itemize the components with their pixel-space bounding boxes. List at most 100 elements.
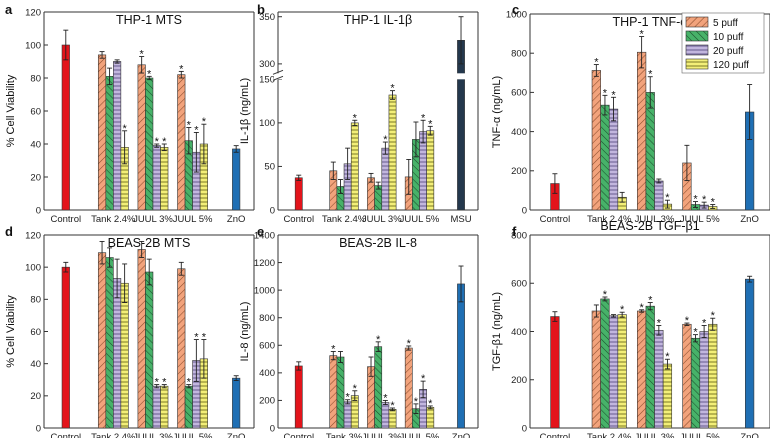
y-tick-label: 100: [25, 40, 41, 51]
significance-star: *: [162, 136, 167, 148]
legend-swatch-p5: [685, 16, 709, 28]
panel-letter: f: [512, 224, 517, 239]
y-tick-label: 80: [30, 73, 41, 84]
bar-p20: [381, 402, 390, 429]
y-tick-label: 60: [30, 327, 41, 338]
bar-p20: [654, 329, 664, 429]
x-tick-label: ZnO: [740, 432, 758, 438]
significance-star: *: [414, 396, 419, 408]
y-axis-label: TNF-α (ng/mL): [491, 76, 503, 148]
y-tick-label: 20: [30, 172, 41, 183]
bar-zno: [745, 278, 755, 429]
y-axis-label: IL-1β (ng/mL): [239, 78, 251, 144]
y-tick-label: 50: [264, 162, 275, 173]
x-tick-label: JUUL 3%: [362, 214, 402, 225]
x-tick-label: JUUL 5%: [400, 214, 440, 225]
bar-control: [550, 316, 560, 429]
significance-star: *: [390, 400, 395, 412]
x-tick-label: Tank 3%: [326, 432, 363, 438]
bar-control: [61, 44, 70, 211]
y-tick-label: 150: [259, 75, 275, 86]
bar-p120: [160, 147, 169, 211]
y-tick-label: 0: [522, 205, 527, 216]
bar-p10: [184, 385, 193, 429]
legend-label: 10 puff: [713, 32, 744, 43]
x-tick-label: JUUL 3%: [635, 214, 675, 225]
x-tick-label: Control: [540, 214, 571, 225]
bar-p10: [645, 305, 655, 429]
bar-p10: [600, 104, 610, 211]
chart-title: BEAS-2B MTS: [108, 236, 191, 250]
y-tick-label: 350: [259, 12, 275, 23]
bar-p10: [336, 356, 345, 429]
x-tick-label: Control: [50, 432, 81, 438]
significance-star: *: [353, 112, 358, 124]
y-tick-label: 400: [511, 127, 527, 138]
significance-star: *: [620, 304, 625, 316]
bar-p120: [708, 323, 718, 429]
significance-star: *: [421, 373, 426, 385]
significance-star: *: [383, 134, 388, 146]
bar-p10: [105, 257, 114, 429]
bar-zno: [232, 148, 241, 211]
x-tick-label: JUUL 5%: [173, 432, 213, 438]
x-tick-label: JUUL 5%: [400, 432, 440, 438]
bar-p5: [682, 323, 692, 429]
bar-p20: [152, 385, 161, 429]
y-tick-label: 1000: [506, 9, 527, 20]
significance-star: *: [648, 295, 653, 307]
significance-star: *: [202, 116, 207, 128]
x-tick-label: JUUL 3%: [635, 432, 675, 438]
bar-p10: [600, 298, 610, 429]
x-tick-label: JUUL 5%: [680, 214, 720, 225]
significance-star: *: [407, 338, 412, 350]
significance-star: *: [648, 69, 653, 81]
significance-star: *: [194, 124, 199, 136]
y-tick-label: 800: [511, 49, 527, 60]
bar-p20: [381, 147, 390, 211]
bar-p120: [388, 409, 397, 429]
bar-p5: [591, 70, 601, 211]
x-tick-label: JUUL 5%: [680, 432, 720, 438]
significance-star: *: [421, 112, 426, 124]
significance-star: *: [657, 317, 662, 329]
significance-star: *: [702, 194, 707, 206]
significance-star: *: [693, 327, 698, 339]
legend-label: 120 puff: [713, 60, 749, 71]
y-tick-label: 400: [259, 368, 275, 379]
y-tick-label: 0: [522, 423, 527, 434]
bar-p5: [177, 268, 186, 429]
legend-swatch-p10: [685, 30, 709, 42]
x-tick-label: ZnO: [227, 214, 245, 225]
x-tick-label: MSU: [450, 214, 471, 225]
significance-star: *: [376, 334, 381, 346]
x-tick-label: Tank 2.4%: [322, 214, 367, 225]
significance-star: *: [345, 392, 350, 404]
bar-zno: [232, 377, 241, 429]
axis-break-mark: [272, 75, 284, 81]
x-tick-label: JUUL 3%: [133, 214, 173, 225]
significance-star: *: [711, 310, 716, 322]
significance-star: *: [428, 398, 433, 410]
bar-zno: [457, 283, 465, 429]
y-tick-label: 800: [259, 313, 275, 324]
bar-p5: [637, 51, 647, 211]
bar-p5: [329, 355, 338, 429]
y-tick-label: 0: [270, 423, 275, 434]
x-tick-label: Control: [540, 432, 571, 438]
bar-p20: [113, 61, 122, 211]
y-tick-label: 300: [259, 59, 275, 70]
significance-star: *: [353, 383, 358, 395]
bar-p120: [388, 94, 397, 211]
significance-star: *: [665, 351, 670, 363]
x-tick-label: Tank 2.4%: [91, 214, 136, 225]
bar-p5: [367, 177, 375, 211]
significance-star: *: [639, 302, 644, 314]
bar-p5: [137, 64, 146, 211]
x-tick-label: Tank 2.4%: [91, 432, 136, 438]
legend-label: 5 puff: [713, 18, 738, 29]
x-tick-label: Control: [50, 214, 81, 225]
